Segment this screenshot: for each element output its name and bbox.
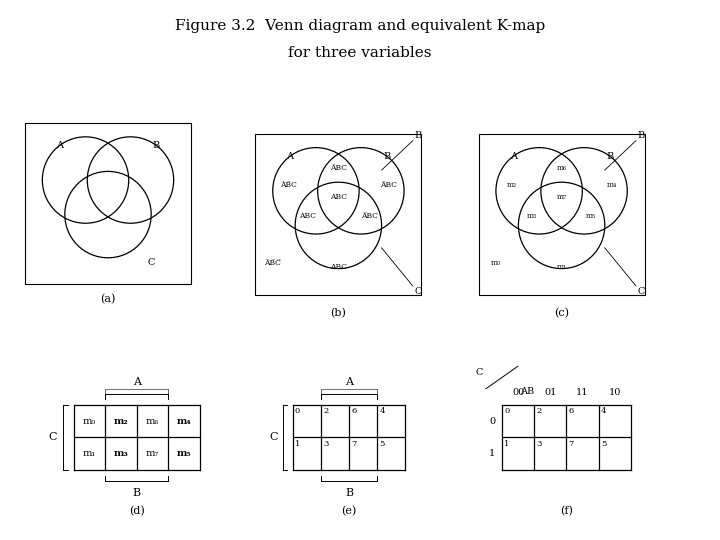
Text: m₆: m₆ [146, 417, 159, 426]
Text: 7: 7 [569, 440, 574, 448]
Text: 6: 6 [351, 407, 356, 415]
Text: 0: 0 [295, 407, 300, 415]
Text: 6: 6 [569, 407, 574, 415]
Text: 1: 1 [490, 449, 495, 458]
Text: ABC: ABC [299, 212, 316, 220]
Text: A̅B̅C̅: A̅B̅C̅ [264, 259, 282, 267]
Text: m₁: m₁ [557, 262, 567, 271]
Text: (a): (a) [100, 294, 116, 305]
Text: m₃: m₃ [114, 449, 128, 458]
Text: 5: 5 [379, 440, 384, 448]
Text: C: C [48, 433, 56, 442]
Text: B: B [345, 488, 354, 498]
Text: 11: 11 [576, 388, 589, 397]
Text: B: B [414, 131, 421, 140]
Text: A̅BC: A̅BC [380, 181, 397, 190]
Text: m₂: m₂ [114, 417, 128, 426]
Text: 0: 0 [504, 407, 510, 415]
Text: A̅BC: A̅BC [330, 164, 347, 172]
Text: m₀: m₀ [491, 259, 501, 267]
Text: B: B [383, 152, 390, 161]
Text: Figure 3.2  Venn diagram and equivalent K-map: Figure 3.2 Venn diagram and equivalent K… [175, 19, 545, 33]
Text: m₃: m₃ [527, 212, 537, 220]
Text: (f): (f) [560, 505, 573, 516]
Text: 4: 4 [601, 407, 606, 415]
Text: 10: 10 [608, 388, 621, 397]
Text: (e): (e) [341, 505, 357, 516]
Text: A̅B̅C: A̅B̅C [280, 181, 297, 190]
Text: 2: 2 [536, 407, 541, 415]
Text: (c): (c) [554, 308, 569, 319]
Text: AB: AB [520, 387, 534, 396]
Text: C: C [269, 433, 277, 442]
Text: 4: 4 [379, 407, 384, 415]
Text: m₅: m₅ [176, 449, 192, 458]
Text: 00: 00 [512, 388, 524, 397]
Text: B: B [637, 131, 644, 140]
Text: A: A [345, 377, 354, 387]
Text: (d): (d) [129, 505, 145, 516]
Text: m₂: m₂ [506, 181, 516, 190]
Text: 3: 3 [323, 440, 328, 448]
Text: A̅BC: A̅BC [361, 212, 378, 220]
Text: 5: 5 [601, 440, 606, 448]
Text: 1: 1 [504, 440, 510, 448]
Text: m₅: m₅ [586, 212, 596, 220]
Text: 01: 01 [544, 388, 557, 397]
Text: for three variables: for three variables [288, 46, 432, 60]
Text: (b): (b) [330, 308, 346, 319]
Text: B: B [153, 141, 160, 150]
Text: 3: 3 [536, 440, 542, 448]
Text: C: C [475, 368, 482, 377]
Text: m₁: m₁ [83, 449, 96, 458]
Text: A: A [56, 141, 63, 150]
Text: B: B [132, 488, 141, 498]
Text: 0: 0 [490, 417, 495, 426]
Text: A: A [132, 377, 141, 387]
Text: 2: 2 [323, 407, 328, 415]
Text: 7: 7 [351, 440, 356, 448]
Text: m₇: m₇ [146, 449, 159, 458]
Text: ABC: ABC [330, 262, 347, 271]
Text: C: C [414, 287, 422, 295]
Text: ABC: ABC [330, 193, 347, 201]
Text: m₄: m₄ [176, 417, 192, 426]
Text: m₆: m₆ [557, 164, 567, 172]
Text: C: C [637, 287, 645, 295]
Text: B: B [606, 152, 613, 161]
Text: m₄: m₄ [606, 181, 617, 190]
Text: A: A [287, 152, 294, 161]
Text: C: C [148, 259, 155, 267]
Text: A: A [510, 152, 517, 161]
Text: m₀: m₀ [83, 417, 96, 426]
Text: m₇: m₇ [557, 193, 567, 201]
Text: 1: 1 [295, 440, 300, 448]
